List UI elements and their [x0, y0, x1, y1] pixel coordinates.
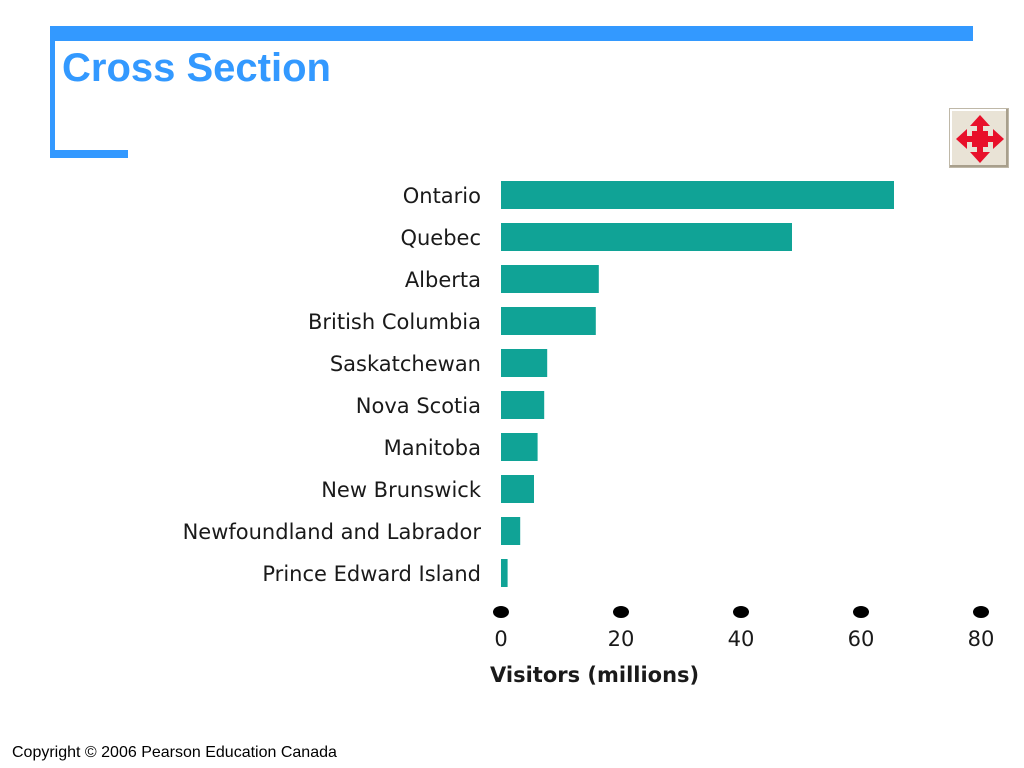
category-label: Nova Scotia [356, 394, 481, 418]
category-label: Quebec [400, 226, 481, 250]
slide-title: Cross Section [62, 46, 331, 90]
copyright-notice: Copyright © 2006 Pearson Education Canad… [12, 744, 337, 761]
bar [501, 181, 894, 209]
bar [501, 349, 548, 377]
x-tick-label: 60 [848, 627, 875, 651]
x-tick-dot [613, 606, 629, 618]
bar [501, 265, 599, 293]
category-label: Saskatchewan [330, 352, 481, 376]
x-tick-dot [733, 606, 749, 618]
bar [501, 307, 596, 335]
x-tick-label: 80 [968, 627, 995, 651]
x-axis-label: Visitors (millions) [490, 663, 699, 687]
x-tick-label: 40 [728, 627, 755, 651]
category-label: Ontario [403, 184, 481, 208]
navigation-button[interactable] [949, 108, 1009, 168]
category-label: New Brunswick [321, 478, 482, 502]
bar [501, 559, 508, 587]
bar [501, 517, 521, 545]
title-left-rule [50, 26, 55, 158]
x-tick-dot [493, 606, 509, 618]
title-top-rule [50, 26, 973, 41]
x-tick-label: 0 [494, 627, 507, 651]
x-tick-label: 20 [608, 627, 635, 651]
four-way-arrow-icon [956, 115, 1004, 163]
x-tick-dot [853, 606, 869, 618]
bar [501, 475, 534, 503]
category-label: British Columbia [308, 310, 481, 334]
x-tick-dot [973, 606, 989, 618]
category-label: Newfoundland and Labrador [183, 520, 482, 544]
bar [501, 433, 538, 461]
bar [501, 391, 545, 419]
category-label: Manitoba [384, 436, 481, 460]
category-label: Alberta [405, 268, 481, 292]
category-label: Prince Edward Island [262, 562, 481, 586]
bar [501, 223, 792, 251]
title-bottom-rule [50, 150, 128, 158]
